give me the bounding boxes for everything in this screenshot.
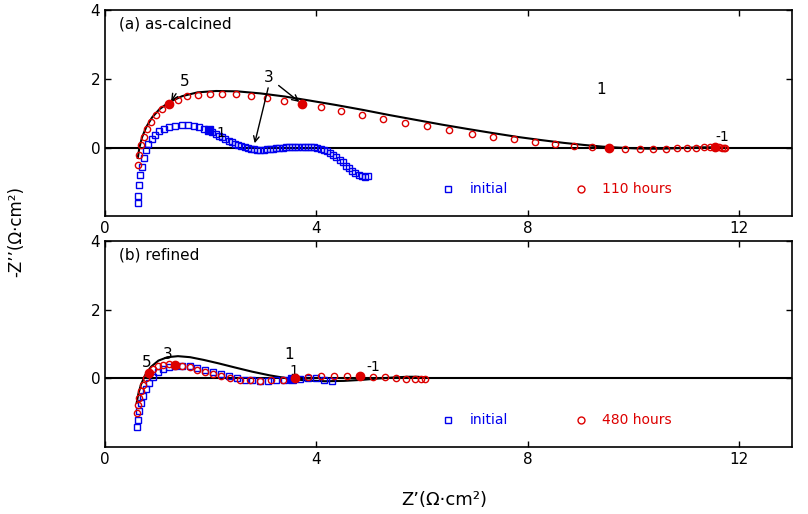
- Text: -1: -1: [367, 360, 381, 374]
- Text: 110 hours: 110 hours: [602, 182, 671, 196]
- Text: 1: 1: [596, 82, 606, 98]
- Text: 1: 1: [284, 347, 294, 362]
- Text: initial: initial: [469, 413, 508, 427]
- Text: 5: 5: [172, 74, 189, 100]
- Text: 3: 3: [163, 347, 173, 362]
- Text: Z’(Ω·cm²): Z’(Ω·cm²): [402, 491, 487, 509]
- Text: 5: 5: [142, 356, 152, 371]
- Text: initial: initial: [469, 182, 508, 196]
- Text: (b) refined: (b) refined: [119, 247, 199, 262]
- Text: 1: 1: [217, 126, 225, 140]
- Text: 480 hours: 480 hours: [602, 413, 671, 427]
- Text: -1: -1: [715, 130, 729, 144]
- Text: (a) as-calcined: (a) as-calcined: [119, 16, 231, 31]
- Text: 3: 3: [264, 70, 298, 101]
- Text: 1: 1: [289, 364, 298, 378]
- Text: -Z’’(Ω·cm²): -Z’’(Ω·cm²): [7, 186, 25, 277]
